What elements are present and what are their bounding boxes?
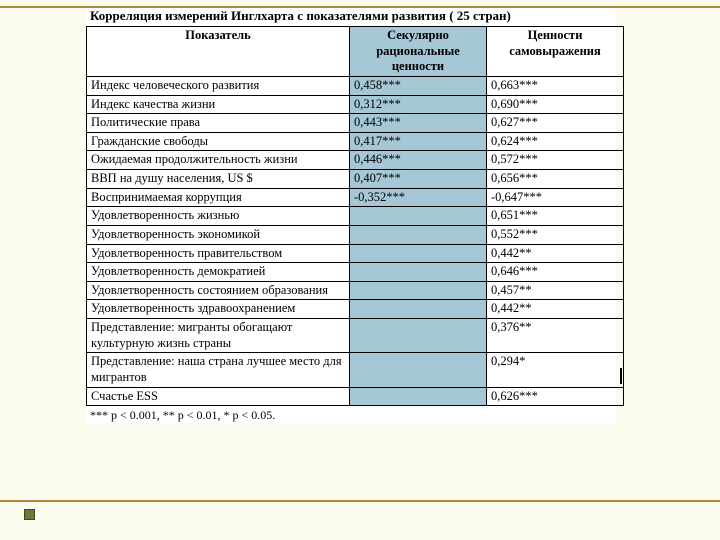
cell-indicator: ВВП на душу населения, US $: [87, 170, 350, 189]
cell-self-expression: 0,376**: [487, 319, 624, 353]
correlation-table-container: Корреляция измерений Инглхарта с показат…: [86, 8, 616, 423]
table-row: Политические права0,443***0,627***: [87, 114, 624, 133]
cell-indicator: Удовлетворенность здравоохранением: [87, 300, 350, 319]
significance-footnote: *** p < 0.001, ** p < 0.01, * p < 0.05.: [86, 406, 616, 423]
cell-secular-rational: 0,417***: [350, 132, 487, 151]
table-header-row: Показатель Секулярно рациональные ценнос…: [87, 27, 624, 77]
table-row: Ожидаемая продолжительность жизни0,446**…: [87, 151, 624, 170]
cell-indicator: Представление: наша страна лучшее место …: [87, 353, 350, 387]
cell-self-expression: 0,552***: [487, 225, 624, 244]
cell-indicator: Удовлетворенность жизнью: [87, 207, 350, 226]
cell-self-expression: 0,624***: [487, 132, 624, 151]
table-row: ВВП на душу населения, US $0,407***0,656…: [87, 170, 624, 189]
cell-secular-rational: [350, 281, 487, 300]
table-row: Индекс человеческого развития0,458***0,6…: [87, 76, 624, 95]
cell-indicator: Удовлетворенность правительством: [87, 244, 350, 263]
cell-self-expression: -0,647***: [487, 188, 624, 207]
table-row: Индекс качества жизни0,312***0,690***: [87, 95, 624, 114]
cell-secular-rational: 0,458***: [350, 76, 487, 95]
cell-secular-rational: [350, 244, 487, 263]
col-header-self-expression: Ценности самовыражения: [487, 27, 624, 77]
table-row: Воспринимаемая коррупция-0,352***-0,647*…: [87, 188, 624, 207]
text-cursor-icon: [620, 368, 622, 384]
cell-self-expression: 0,572***: [487, 151, 624, 170]
cell-secular-rational: [350, 225, 487, 244]
cell-secular-rational: 0,446***: [350, 151, 487, 170]
cell-self-expression: 0,646***: [487, 263, 624, 282]
cell-self-expression: 0,294*: [487, 353, 624, 387]
cell-indicator: Индекс качества жизни: [87, 95, 350, 114]
cell-secular-rational: 0,312***: [350, 95, 487, 114]
bullet-icon: [24, 509, 35, 520]
cell-secular-rational: [350, 319, 487, 353]
cell-indicator: Политические права: [87, 114, 350, 133]
cell-self-expression: 0,663***: [487, 76, 624, 95]
cell-self-expression: 0,626***: [487, 387, 624, 406]
cell-secular-rational: 0,407***: [350, 170, 487, 189]
cell-secular-rational: [350, 207, 487, 226]
cell-secular-rational: [350, 353, 487, 387]
cell-indicator: Гражданские свободы: [87, 132, 350, 151]
table-row: Удовлетворенность демократией 0,646***: [87, 263, 624, 282]
table-row: Представление: мигранты обогащают культу…: [87, 319, 624, 353]
table-row: Удовлетворенность жизнью 0,651***: [87, 207, 624, 226]
decor-stripe-bottom: [0, 500, 720, 502]
cell-secular-rational: [350, 263, 487, 282]
table-row: Удовлетворенность состоянием образования…: [87, 281, 624, 300]
cell-indicator: Ожидаемая продолжительность жизни: [87, 151, 350, 170]
cell-secular-rational: 0,443***: [350, 114, 487, 133]
cell-indicator: Счастье ESS: [87, 387, 350, 406]
cell-secular-rational: [350, 300, 487, 319]
cell-indicator: Удовлетворенность состоянием образования: [87, 281, 350, 300]
table-row: Гражданские свободы0,417***0,624***: [87, 132, 624, 151]
cell-self-expression: 0,442**: [487, 300, 624, 319]
table-row: Представление: наша страна лучшее место …: [87, 353, 624, 387]
cell-self-expression: 0,690***: [487, 95, 624, 114]
correlation-table: Показатель Секулярно рациональные ценнос…: [86, 26, 624, 406]
cell-indicator: Представление: мигранты обогащают культу…: [87, 319, 350, 353]
cell-indicator: Удовлетворенность экономикой: [87, 225, 350, 244]
cell-self-expression: 0,656***: [487, 170, 624, 189]
col-header-secular-rational: Секулярно рациональные ценности: [350, 27, 487, 77]
cell-secular-rational: [350, 387, 487, 406]
col-header-indicator: Показатель: [87, 27, 350, 77]
cell-self-expression: 0,457**: [487, 281, 624, 300]
slide: Корреляция измерений Инглхарта с показат…: [0, 0, 720, 540]
table-row: Удовлетворенность правительством 0,442**: [87, 244, 624, 263]
cell-self-expression: 0,627***: [487, 114, 624, 133]
table-title: Корреляция измерений Инглхарта с показат…: [86, 8, 616, 26]
table-row: Счастье ESS 0,626***: [87, 387, 624, 406]
cell-self-expression: 0,442**: [487, 244, 624, 263]
cell-self-expression: 0,651***: [487, 207, 624, 226]
cell-indicator: Индекс человеческого развития: [87, 76, 350, 95]
cell-indicator: Удовлетворенность демократией: [87, 263, 350, 282]
cell-secular-rational: -0,352***: [350, 188, 487, 207]
cell-indicator: Воспринимаемая коррупция: [87, 188, 350, 207]
table-row: Удовлетворенность экономикой 0,552***: [87, 225, 624, 244]
table-row: Удовлетворенность здравоохранением 0,442*…: [87, 300, 624, 319]
